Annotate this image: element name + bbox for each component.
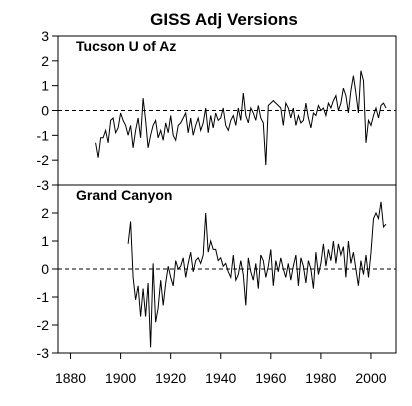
y-tick-label: 3 <box>41 28 49 44</box>
x-tick-label: 1960 <box>255 370 286 386</box>
y-tick-label: 2 <box>41 53 49 69</box>
y-tick-label: 0 <box>41 261 49 277</box>
x-tick-label: 1880 <box>55 370 86 386</box>
chart-title: GISS Adj Versions <box>150 10 298 29</box>
plot-layer: -3 -2 -1 0 1 2 3 -3 -2 -1 0 1 2 1880 1900 1920 1940 1960 1… <box>37 28 397 386</box>
y-tick-label: -1 <box>37 127 50 143</box>
x-tick-label: 1900 <box>105 370 136 386</box>
y-tick-label: -3 <box>37 177 50 193</box>
panel-label-tucson: Tucson U of Az <box>76 38 176 54</box>
series-line-0 <box>95 70 387 166</box>
y-tick-label: -3 <box>37 345 50 361</box>
panel-label-grand-canyon: Grand Canyon <box>76 187 172 203</box>
y-tick-label: 1 <box>41 78 49 94</box>
x-tick-label: 2000 <box>355 370 386 386</box>
y-tick-label: 0 <box>41 103 49 119</box>
y-tick-label: 2 <box>41 205 49 221</box>
y-tick-label: -1 <box>37 289 50 305</box>
y-tick-label: -2 <box>37 317 50 333</box>
x-tick-label: 1940 <box>205 370 236 386</box>
y-tick-label: 1 <box>41 233 49 249</box>
series-line-1 <box>127 201 387 348</box>
y-tick-label: -2 <box>37 152 50 168</box>
x-tick-label: 1980 <box>305 370 336 386</box>
x-tick-label: 1920 <box>155 370 186 386</box>
